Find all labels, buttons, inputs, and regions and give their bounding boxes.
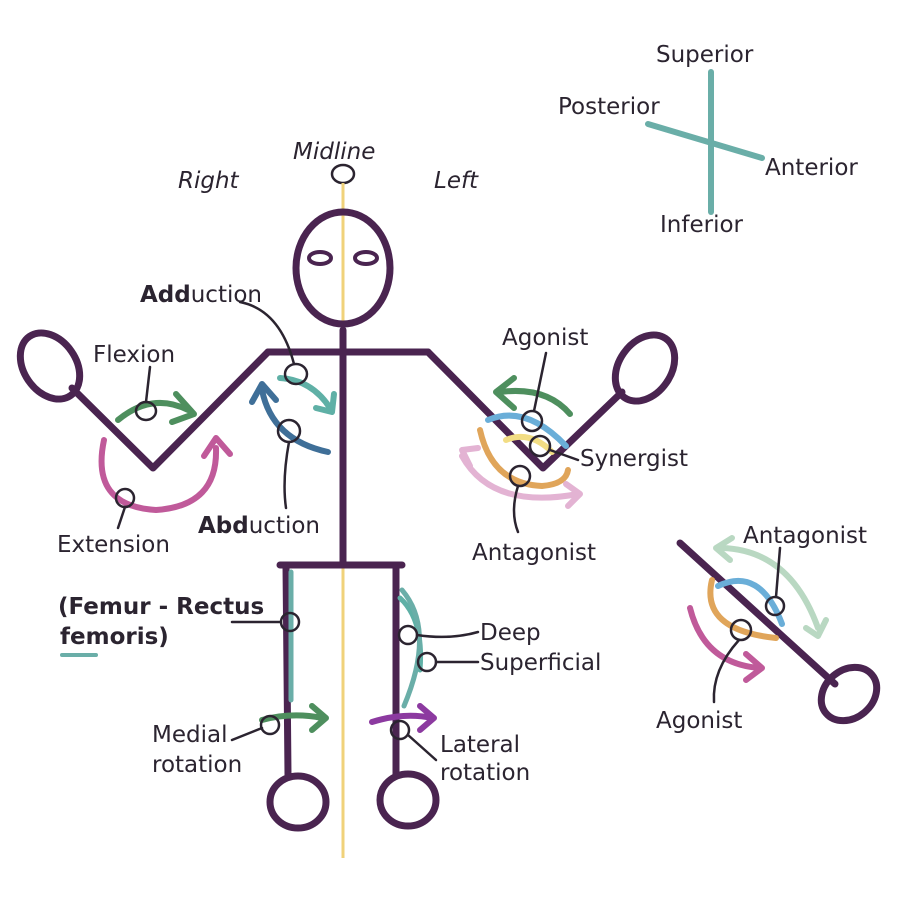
antagonist-orange-arc xyxy=(477,427,571,490)
anterior-label: Anterior xyxy=(765,155,858,181)
right-leg xyxy=(282,561,292,779)
detail-antagonist-leader xyxy=(774,546,782,599)
right-label: Right xyxy=(178,168,240,194)
detail-agonist-leader xyxy=(712,638,741,704)
detail-sage-arrowhead-start xyxy=(713,535,735,563)
limb-detail: Antagonist Agonist xyxy=(656,523,881,734)
deep-leader xyxy=(415,630,480,639)
superficial-muscle-arc xyxy=(399,587,422,709)
head xyxy=(292,208,394,328)
agonist-arm-leader xyxy=(532,351,548,413)
medial-rotation-marker xyxy=(259,714,281,736)
direction-axes: Superior Posterior Anterior Inferior xyxy=(558,42,858,238)
lateral-rotation-arrowhead xyxy=(417,703,437,733)
detail-agonist-marker xyxy=(729,618,753,642)
lateral-rotation-label-line1: Lateral xyxy=(440,732,520,758)
adduction-leader xyxy=(238,300,296,366)
medial-rotation-arrowhead xyxy=(309,703,329,733)
flexion-arrowhead xyxy=(169,391,197,425)
synergist-label: Synergist xyxy=(580,446,688,472)
deep-marker xyxy=(397,624,419,646)
agonist-arrowhead xyxy=(493,375,517,411)
medial-rotation-label-line2: rotation xyxy=(152,752,242,778)
lateral-rotation-leader xyxy=(406,733,438,762)
detail-agonist-orange-arc xyxy=(707,577,779,641)
adduction-arrowhead xyxy=(313,391,337,415)
superior-label: Superior xyxy=(656,42,754,68)
detail-antagonist-sage-arrow xyxy=(719,545,821,631)
flexion-label: Flexion xyxy=(93,342,175,368)
femur-label-line1: (Femur - Rectus xyxy=(58,594,264,620)
left-eye xyxy=(353,250,379,266)
abduction-arrow xyxy=(259,387,331,455)
medial-rotation-arrow xyxy=(259,712,325,723)
midline-label: Midline xyxy=(293,139,375,165)
midline-marker xyxy=(330,163,356,185)
left-hand xyxy=(611,331,679,405)
antagonist-pink-arrow xyxy=(459,453,581,501)
antagonist-pink-arrowhead-end xyxy=(563,481,583,509)
synergist-leader xyxy=(548,448,580,462)
detail-magenta-arrowhead xyxy=(743,651,765,683)
synergist-yellow-arc xyxy=(503,434,555,455)
right-eye xyxy=(307,250,333,266)
lateral-rotation-marker xyxy=(389,719,411,741)
extension-leader xyxy=(116,505,127,530)
extension-arrowhead xyxy=(201,435,233,459)
adduction-marker xyxy=(283,362,309,386)
detail-antagonist-blue-arc xyxy=(715,578,785,627)
abduction-label: Abduction xyxy=(198,513,320,539)
synergist-blue-arc xyxy=(485,412,569,449)
right-foot xyxy=(266,772,330,832)
synergist-marker xyxy=(528,434,552,458)
left-arm xyxy=(424,348,626,472)
posterior-anterior-axis xyxy=(645,121,765,161)
antagonist-arm-leader xyxy=(512,484,520,534)
abduction-leader xyxy=(283,440,291,510)
posterior-label: Posterior xyxy=(558,94,660,120)
right-hand xyxy=(16,329,84,403)
lateral-rotation-arrow xyxy=(369,712,435,725)
abduction-arrowhead xyxy=(249,381,279,405)
flexion-leader xyxy=(144,365,152,404)
femur-label-line2: femoris) xyxy=(60,624,169,650)
agonist-arrow xyxy=(497,388,573,417)
extension-arrow xyxy=(98,437,220,514)
antagonist-arm-label: Antagonist xyxy=(472,540,596,566)
detail-agonist-magenta-arrow xyxy=(687,605,763,671)
detail-agonist-label: Agonist xyxy=(656,708,742,734)
adduction-label: Adduction xyxy=(140,282,262,308)
antagonist-arm-marker xyxy=(508,464,532,488)
medial-rotation-leader xyxy=(230,726,264,742)
detail-limb xyxy=(676,539,839,688)
inferior-label: Inferior xyxy=(660,212,744,238)
stick-figure xyxy=(16,208,679,832)
medial-rotation-label-line1: Medial xyxy=(152,722,227,748)
left-foot xyxy=(376,770,440,830)
left-label: Left xyxy=(434,168,479,194)
detail-antagonist-label: Antagonist xyxy=(743,523,867,549)
lateral-rotation-label-line2: rotation xyxy=(440,760,530,786)
right-arm xyxy=(68,348,272,472)
agonist-arm-marker xyxy=(520,409,544,433)
detail-hand xyxy=(817,663,881,725)
antagonist-pink-arrowhead xyxy=(459,445,481,469)
agonist-arm-label: Agonist xyxy=(502,325,588,351)
deep-label: Deep xyxy=(480,620,541,646)
detail-sage-arrowhead xyxy=(803,617,829,639)
extension-label: Extension xyxy=(57,532,170,558)
adduction-arrow xyxy=(277,375,333,411)
superficial-label: Superficial xyxy=(480,650,601,676)
